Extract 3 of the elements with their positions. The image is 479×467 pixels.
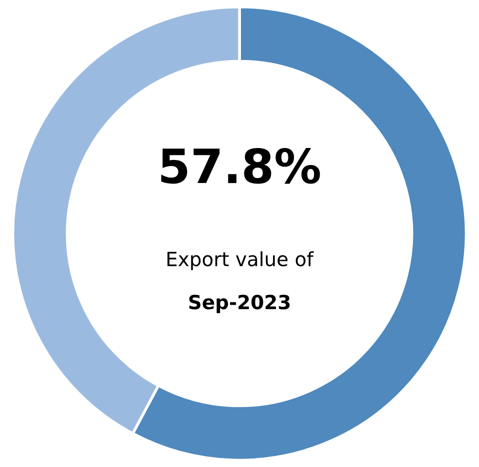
text: Sep-2023	[189, 294, 290, 314]
text: Export value of	[167, 251, 314, 270]
text: 57.8%	[161, 148, 320, 184]
